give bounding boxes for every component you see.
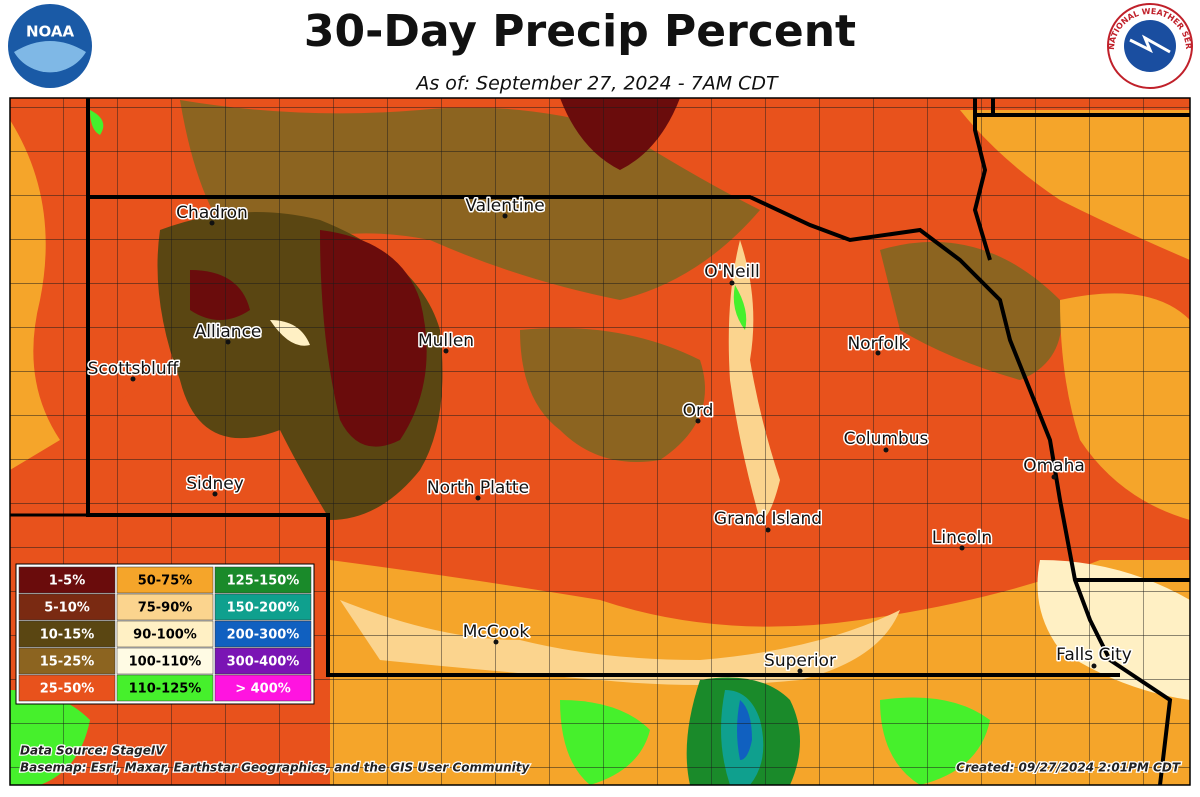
legend-swatch xyxy=(214,566,312,594)
city-label: Chadron xyxy=(176,203,248,223)
legend-swatch xyxy=(214,674,312,702)
legend-swatch xyxy=(116,647,214,675)
subtitle: As of: September 27, 2024 - 7AM CDT xyxy=(414,73,779,95)
legend: 1-5% 5-10% 10-15% 15-25% 25-50% 50-75% 75-90% 9… xyxy=(15,563,315,705)
city-label: Alliance xyxy=(195,322,262,342)
city-label: North Platte xyxy=(427,478,529,498)
legend-swatch xyxy=(18,647,116,675)
legend-label: 10-15% xyxy=(40,628,95,643)
noaa-text: NOAA xyxy=(26,23,75,41)
legend-label: 90-100% xyxy=(133,628,197,643)
legend-swatch xyxy=(116,566,214,594)
city-dot xyxy=(797,668,803,674)
legend-label: 125-150% xyxy=(227,574,300,589)
legend-swatch xyxy=(214,620,312,648)
data-source: Data Source: StageIV xyxy=(20,744,166,758)
city-dot xyxy=(212,491,218,497)
city-dot xyxy=(875,350,881,356)
city-label: Lincoln xyxy=(932,528,992,548)
created-date: Created: 09/27/2024 2:01PM CDT xyxy=(956,761,1181,775)
city-dot xyxy=(765,527,771,533)
city-label: Superior xyxy=(764,651,836,671)
city-dot xyxy=(443,348,449,354)
city-label: Norfolk xyxy=(847,334,908,354)
legend-swatch xyxy=(18,674,116,702)
legend-label: 50-75% xyxy=(138,574,193,589)
city-dot xyxy=(1091,663,1097,669)
city-label: Columbus xyxy=(844,429,929,449)
map-frame xyxy=(9,97,1191,786)
city-label: Grand Island xyxy=(714,509,822,529)
city-dot xyxy=(475,495,481,501)
basemap-credit: Basemap: Esri, Maxar, Earthstar Geograph… xyxy=(20,761,530,775)
legend-label: 15-25% xyxy=(40,655,95,670)
legend-label: 1-5% xyxy=(49,574,86,589)
legend-label: 5-10% xyxy=(44,601,90,616)
legend-swatch xyxy=(18,620,116,648)
city-dot xyxy=(493,639,499,645)
city-dot xyxy=(502,213,508,219)
legend-swatch xyxy=(214,647,312,675)
legend-swatch xyxy=(18,593,116,621)
city-dot xyxy=(225,339,231,345)
legend-label: 100-110% xyxy=(129,655,202,670)
city-label: Mullen xyxy=(418,331,474,351)
legend-label: 200-300% xyxy=(227,628,300,643)
city-dot xyxy=(695,418,701,424)
city-dot xyxy=(209,220,215,226)
legend-swatch xyxy=(116,674,214,702)
city-label: Valentine xyxy=(465,196,544,216)
legend-label: 110-125% xyxy=(129,682,202,697)
city-labels: Chadron Valentine O'Neill Alliance Scottsblu… xyxy=(86,195,1133,674)
title: 30-Day Precip Percent xyxy=(304,6,856,57)
legend-label: 25-50% xyxy=(40,682,95,697)
city-label: Scottsbluff xyxy=(88,359,180,379)
city-label: McCook xyxy=(463,622,530,642)
city-dot xyxy=(883,447,889,453)
legend-label: 300-400% xyxy=(227,655,300,670)
city-label: Ord xyxy=(683,401,714,421)
legend-swatch xyxy=(116,593,214,621)
city-dot xyxy=(959,545,965,551)
city-dot xyxy=(729,280,735,286)
city-dot xyxy=(130,376,136,382)
city-label: O'Neill xyxy=(704,262,759,282)
city-label: Falls City xyxy=(1056,645,1132,665)
legend-label: 150-200% xyxy=(227,601,300,616)
legend-label: > 400% xyxy=(235,682,291,697)
legend-swatch xyxy=(214,593,312,621)
legend-swatch xyxy=(116,620,214,648)
city-label: Sidney xyxy=(186,474,244,494)
city-label: Omaha xyxy=(1023,456,1085,476)
legend-swatch xyxy=(18,566,116,594)
legend-label: 75-90% xyxy=(138,601,193,616)
noaa-logo: NOAA xyxy=(8,4,92,88)
city-dot xyxy=(1051,474,1057,480)
